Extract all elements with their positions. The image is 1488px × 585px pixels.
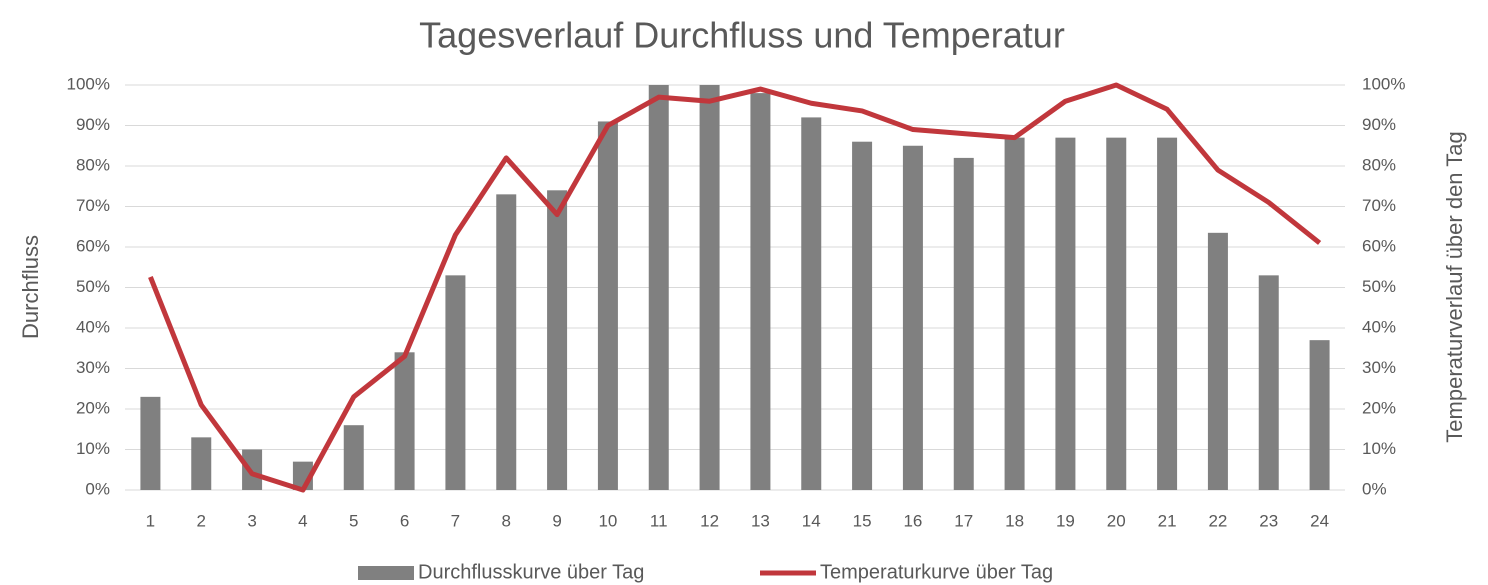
y2-tick-label: 40%	[1362, 317, 1396, 336]
bar	[953, 157, 974, 490]
bar	[1309, 340, 1330, 490]
x-tick-label: 22	[1208, 511, 1227, 530]
bar	[1157, 137, 1178, 490]
bar	[140, 396, 161, 490]
y2-tick-label: 30%	[1362, 358, 1396, 377]
x-tick-label: 23	[1259, 511, 1278, 530]
x-tick-label: 14	[802, 511, 821, 530]
bar	[699, 85, 720, 490]
x-tick-label: 19	[1056, 511, 1075, 530]
x-tick-label: 7	[451, 511, 460, 530]
bar	[394, 352, 415, 490]
y2-tick-label: 70%	[1362, 196, 1396, 215]
bar	[1207, 232, 1228, 490]
x-tick-label: 3	[247, 511, 256, 530]
x-tick-label: 15	[853, 511, 872, 530]
x-tick-label: 24	[1310, 511, 1329, 530]
legend-label: Durchflusskurve über Tag	[418, 561, 644, 583]
bar	[801, 117, 822, 491]
x-tick-label: 16	[903, 511, 922, 530]
x-tick-label: 6	[400, 511, 409, 530]
y-tick-label: 80%	[76, 155, 110, 174]
y-tick-label: 40%	[76, 317, 110, 336]
bar	[1258, 275, 1279, 490]
y2-axis-title: Temperaturverlauf über den Tag	[1442, 131, 1467, 442]
y2-tick-label: 60%	[1362, 236, 1396, 255]
x-tick-label: 1	[146, 511, 155, 530]
x-tick-label: 18	[1005, 511, 1024, 530]
bar	[343, 425, 364, 490]
y2-tick-label: 0%	[1362, 479, 1387, 498]
legend-label: Temperaturkurve über Tag	[820, 561, 1053, 583]
line	[148, 82, 1322, 493]
x-tick-label: 9	[552, 511, 561, 530]
bar	[852, 141, 873, 490]
y-tick-label: 0%	[85, 479, 110, 498]
x-tick-label: 4	[298, 511, 307, 530]
y-axis-title: Durchfluss	[18, 235, 43, 339]
y-tick-label: 10%	[76, 439, 110, 458]
x-tick-label: 12	[700, 511, 719, 530]
bar	[1106, 137, 1127, 490]
y-tick-label: 90%	[76, 115, 110, 134]
bar	[445, 275, 466, 490]
x-tick-label: 13	[751, 511, 770, 530]
bar	[496, 194, 517, 490]
y2-tick-label: 80%	[1362, 155, 1396, 174]
y-tick-label: 20%	[76, 398, 110, 417]
bar	[597, 121, 618, 490]
y-tick-label: 50%	[76, 277, 110, 296]
bar	[1055, 137, 1076, 490]
chart-title: Tagesverlauf Durchfluss und Temperatur	[419, 15, 1065, 56]
bar	[191, 437, 212, 490]
bar	[750, 93, 771, 490]
y-tick-label: 70%	[76, 196, 110, 215]
bar	[648, 85, 669, 490]
y-tick-label: 30%	[76, 358, 110, 377]
bar	[1004, 137, 1025, 490]
y2-tick-label: 90%	[1362, 115, 1396, 134]
x-tick-label: 10	[598, 511, 617, 530]
y2-tick-label: 10%	[1362, 439, 1396, 458]
x-tick-label: 20	[1107, 511, 1126, 530]
x-tick-label: 5	[349, 511, 358, 530]
x-tick-label: 11	[650, 511, 668, 530]
y2-tick-label: 20%	[1362, 398, 1396, 417]
x-tick-label: 2	[197, 511, 206, 530]
bar	[547, 190, 568, 491]
x-tick-label: 8	[502, 511, 511, 530]
x-tick-label: 21	[1158, 511, 1177, 530]
y2-tick-label: 50%	[1362, 277, 1396, 296]
y2-tick-label: 100%	[1362, 74, 1405, 93]
y-tick-label: 60%	[76, 236, 110, 255]
x-tick-label: 17	[954, 511, 973, 530]
bar	[902, 145, 923, 490]
legend-swatch	[358, 566, 414, 580]
y-tick-label: 100%	[67, 74, 110, 93]
